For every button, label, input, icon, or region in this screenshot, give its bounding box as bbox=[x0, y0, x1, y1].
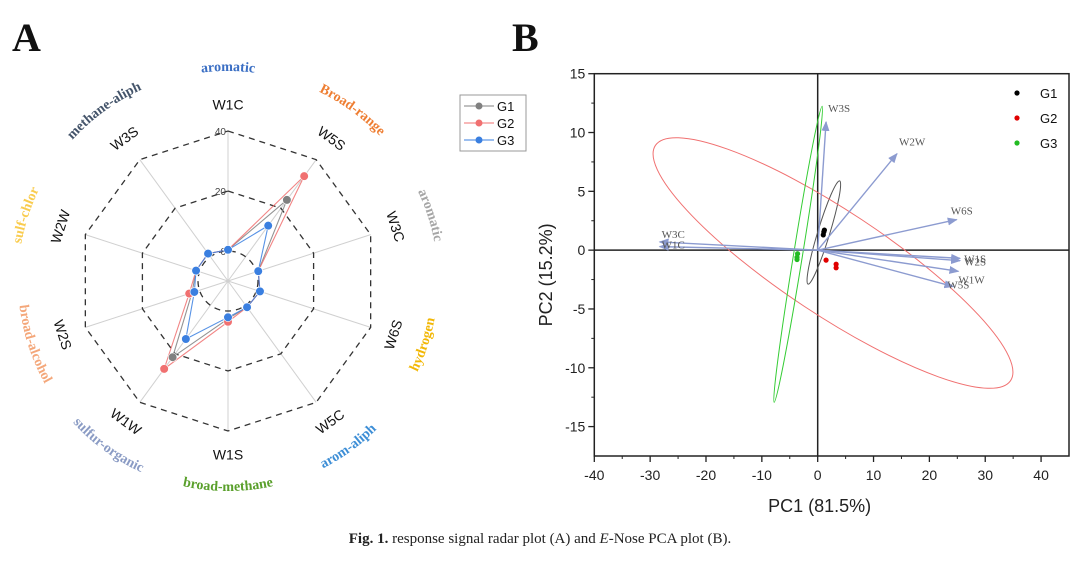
radar-category-text: aromatic bbox=[200, 60, 256, 77]
pca-chart: -40 -30 -20 -10 0 10 20 30 40 -15 -10 -5 0 5 10 15 PC1 (… bbox=[536, 66, 1070, 516]
radar-point-G1 bbox=[282, 195, 292, 205]
radar-chart: 02040W1CW5SW3CW6SW5CW1SW1WW2SW2WW3Saroma… bbox=[10, 60, 527, 495]
radar-point-G3 bbox=[181, 334, 191, 344]
caption-text-1: response signal radar plot (A) and bbox=[388, 531, 600, 547]
pca-loading-arrow-W1C bbox=[658, 242, 818, 251]
pca-y-tick-label: 15 bbox=[570, 66, 586, 82]
pca-y-tick-label: -5 bbox=[573, 301, 586, 317]
pca-loading-arrow-W5S bbox=[817, 249, 955, 289]
panel-label-a: A bbox=[12, 15, 41, 60]
pca-loading-label-W3S: W3S bbox=[828, 103, 850, 115]
radar-tick-label: 40 bbox=[215, 127, 227, 138]
radar-axis-label-W1C: W1C bbox=[212, 97, 243, 113]
radar-ring bbox=[141, 190, 315, 372]
radar-axis-label-W1S: W1S bbox=[213, 447, 243, 463]
pca-y-axis-label: PC2 (15.2%) bbox=[536, 223, 556, 326]
pca-legend-marker-G3 bbox=[1014, 140, 1020, 146]
pca-legend-label-G2: G2 bbox=[1040, 111, 1057, 126]
pca-point-G2 bbox=[833, 265, 839, 271]
legend-marker-G3 bbox=[475, 136, 483, 144]
radar-spoke bbox=[85, 280, 229, 328]
pca-loading-arrow-W1W bbox=[817, 249, 960, 274]
radar-point-G3 bbox=[242, 302, 252, 312]
radar-category-text: broad-methane bbox=[182, 475, 275, 495]
pca-y-tick-label: 0 bbox=[578, 242, 586, 258]
radar-point-G3 bbox=[255, 286, 265, 296]
radar-spoke bbox=[227, 280, 371, 328]
radar-category-label-W1S: broad-methane bbox=[182, 475, 275, 495]
pca-y-tick-label: 5 bbox=[578, 183, 586, 199]
pca-legend-marker-G1 bbox=[1014, 90, 1020, 96]
pca-loading-arrow-W2S bbox=[817, 249, 962, 265]
radar-point-G2 bbox=[299, 171, 309, 181]
pca-point-G1 bbox=[821, 227, 827, 233]
radar-point-G1 bbox=[168, 352, 178, 362]
radar-spoke bbox=[227, 234, 371, 282]
pca-loading-label-W1S: W1S bbox=[964, 253, 986, 265]
caption-italic-e: E bbox=[599, 531, 609, 547]
panel-label-b: B bbox=[512, 15, 539, 60]
pca-point-G3 bbox=[794, 256, 800, 263]
radar-tick-label: 0 bbox=[220, 247, 226, 258]
pca-loading-label-W2S: W2S bbox=[964, 257, 986, 269]
pca-x-axis-label: PC1 (81.5%) bbox=[768, 496, 871, 516]
legend-marker-G2 bbox=[475, 119, 483, 127]
pca-legend-label-G3: G3 bbox=[1040, 136, 1057, 151]
pca-loading-label-W2W: W2W bbox=[899, 137, 926, 149]
radar-category-label-W1C: aromatic bbox=[200, 60, 256, 77]
radar-point-G2 bbox=[159, 364, 169, 374]
radar-spoke bbox=[227, 280, 317, 403]
caption-text-2: -Nose PCA plot (B). bbox=[608, 531, 732, 547]
pca-y-tick-label: -10 bbox=[565, 360, 585, 376]
radar-spoke bbox=[139, 159, 229, 282]
pca-loading-label-W1C: W1C bbox=[662, 240, 685, 252]
pca-x-tick-label: -30 bbox=[640, 467, 660, 483]
figure-caption: Fig. 1. response signal radar plot (A) a… bbox=[0, 531, 1080, 548]
pca-ellipse-G3 bbox=[773, 105, 824, 403]
pca-loading-arrow-W2W bbox=[817, 152, 898, 251]
pca-y-tick-label: 10 bbox=[570, 125, 586, 141]
radar-point-G3 bbox=[189, 287, 199, 297]
radar-point-G3 bbox=[191, 266, 201, 276]
pca-x-tick-label: 0 bbox=[814, 467, 822, 483]
pca-loading-label-W5S: W5S bbox=[947, 280, 969, 292]
radar-ring bbox=[84, 130, 372, 432]
pca-legend-label-G1: G1 bbox=[1040, 86, 1057, 101]
radar-point-G3 bbox=[203, 248, 213, 259]
legend-marker-G1 bbox=[475, 102, 483, 110]
pca-ellipse-G2 bbox=[652, 137, 1014, 389]
radar-point-G3 bbox=[263, 221, 273, 231]
pca-loading-label-W6S: W6S bbox=[951, 206, 973, 218]
pca-x-tick-label: 10 bbox=[866, 467, 882, 483]
pca-x-tick-label: 30 bbox=[977, 467, 993, 483]
radar-ring-zero bbox=[197, 250, 259, 312]
pca-point-G2 bbox=[823, 257, 829, 263]
radar-point-G3 bbox=[223, 312, 233, 322]
pca-x-tick-label: 20 bbox=[922, 467, 938, 483]
legend-label-G2: G2 bbox=[497, 116, 514, 131]
pca-loading-arrow-W3S bbox=[816, 120, 830, 251]
pca-y-tick-label: -15 bbox=[565, 419, 585, 435]
caption-fig-number: Fig. 1. bbox=[348, 531, 389, 547]
pca-x-tick-label: -40 bbox=[584, 467, 604, 483]
pca-plot-frame bbox=[593, 72, 1070, 457]
radar-point-G3 bbox=[253, 266, 263, 276]
radar-tick-label: 20 bbox=[215, 187, 227, 198]
pca-loading-arrow-W3C bbox=[658, 238, 818, 251]
radar-spoke bbox=[85, 234, 229, 282]
pca-loading-arrow-W6S bbox=[817, 217, 958, 251]
pca-x-tick-label: 40 bbox=[1033, 467, 1049, 483]
legend-label-G1: G1 bbox=[497, 99, 514, 114]
pca-loading-label-W3C: W3C bbox=[662, 229, 685, 241]
pca-ellipse-G1 bbox=[806, 180, 842, 285]
pca-x-tick-label: -20 bbox=[696, 467, 716, 483]
pca-loading-label-W1W: W1W bbox=[958, 274, 985, 286]
radar-point-G3 bbox=[223, 245, 233, 255]
pca-x-tick-label: -10 bbox=[752, 467, 772, 483]
legend-label-G3: G3 bbox=[497, 133, 514, 148]
pca-legend-marker-G2 bbox=[1014, 115, 1020, 121]
